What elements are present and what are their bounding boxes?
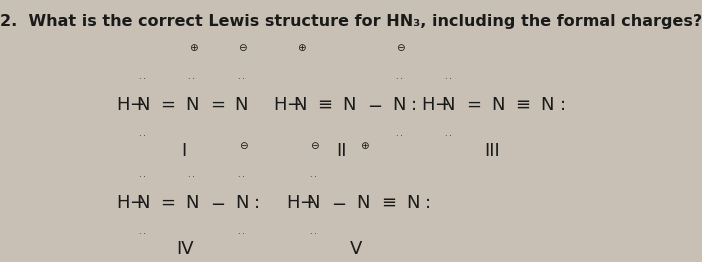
Text: 2.  What is the correct Lewis structure for HN₃, including the formal charges?: 2. What is the correct Lewis structure f… (0, 14, 702, 29)
Text: N: N (356, 194, 370, 212)
Text: . .: . . (396, 72, 403, 81)
Text: . .: . . (139, 72, 146, 81)
Text: =: = (161, 194, 176, 212)
Text: N: N (293, 96, 306, 114)
Text: N: N (235, 194, 249, 212)
Text: $-$: $-$ (210, 194, 225, 212)
Text: H$-$: H$-$ (286, 194, 314, 212)
Text: ≡: ≡ (515, 96, 531, 114)
Text: II: II (336, 142, 347, 160)
Text: . .: . . (188, 170, 195, 179)
Text: . .: . . (445, 129, 452, 138)
Text: :: : (254, 194, 260, 212)
Text: ⊕: ⊕ (360, 141, 369, 151)
Text: ⊖: ⊖ (239, 141, 248, 151)
Text: H$-$: H$-$ (116, 194, 145, 212)
Text: . .: . . (445, 72, 452, 81)
Text: $-$: $-$ (367, 96, 383, 114)
Text: N: N (541, 96, 554, 114)
Text: IV: IV (176, 240, 194, 258)
Text: ≡: ≡ (380, 194, 396, 212)
Text: N: N (392, 96, 406, 114)
Text: H$-$: H$-$ (272, 96, 301, 114)
Text: :: : (411, 96, 418, 114)
Text: ⊖: ⊖ (310, 141, 319, 151)
Text: $-$: $-$ (331, 194, 346, 212)
Text: V: V (350, 240, 362, 258)
Text: . .: . . (139, 227, 146, 236)
Text: . .: . . (396, 129, 403, 138)
Text: N: N (136, 96, 150, 114)
Text: =: = (466, 96, 482, 114)
Text: . .: . . (238, 72, 244, 81)
Text: =: = (161, 96, 176, 114)
Text: . .: . . (310, 170, 317, 179)
Text: . .: . . (310, 227, 317, 236)
Text: ⊕: ⊕ (189, 43, 198, 53)
Text: . .: . . (139, 170, 146, 179)
Text: N: N (406, 194, 419, 212)
Text: . .: . . (188, 72, 195, 81)
Text: N: N (234, 96, 248, 114)
Text: =: = (210, 96, 225, 114)
Text: N: N (136, 194, 150, 212)
Text: H$-$: H$-$ (421, 96, 450, 114)
Text: N: N (185, 194, 199, 212)
Text: H$-$: H$-$ (116, 96, 145, 114)
Text: :: : (425, 194, 431, 212)
Text: . .: . . (139, 129, 146, 138)
Text: N: N (442, 96, 455, 114)
Text: :: : (559, 96, 566, 114)
Text: . .: . . (238, 170, 245, 179)
Text: . .: . . (238, 227, 245, 236)
Text: N: N (491, 96, 505, 114)
Text: ⊖: ⊖ (397, 43, 405, 53)
Text: ⊖: ⊖ (239, 43, 247, 53)
Text: ≡: ≡ (317, 96, 333, 114)
Text: N: N (306, 194, 320, 212)
Text: I: I (181, 142, 187, 160)
Text: N: N (185, 96, 199, 114)
Text: ⊕: ⊕ (297, 43, 305, 53)
Text: III: III (484, 142, 501, 160)
Text: N: N (343, 96, 356, 114)
